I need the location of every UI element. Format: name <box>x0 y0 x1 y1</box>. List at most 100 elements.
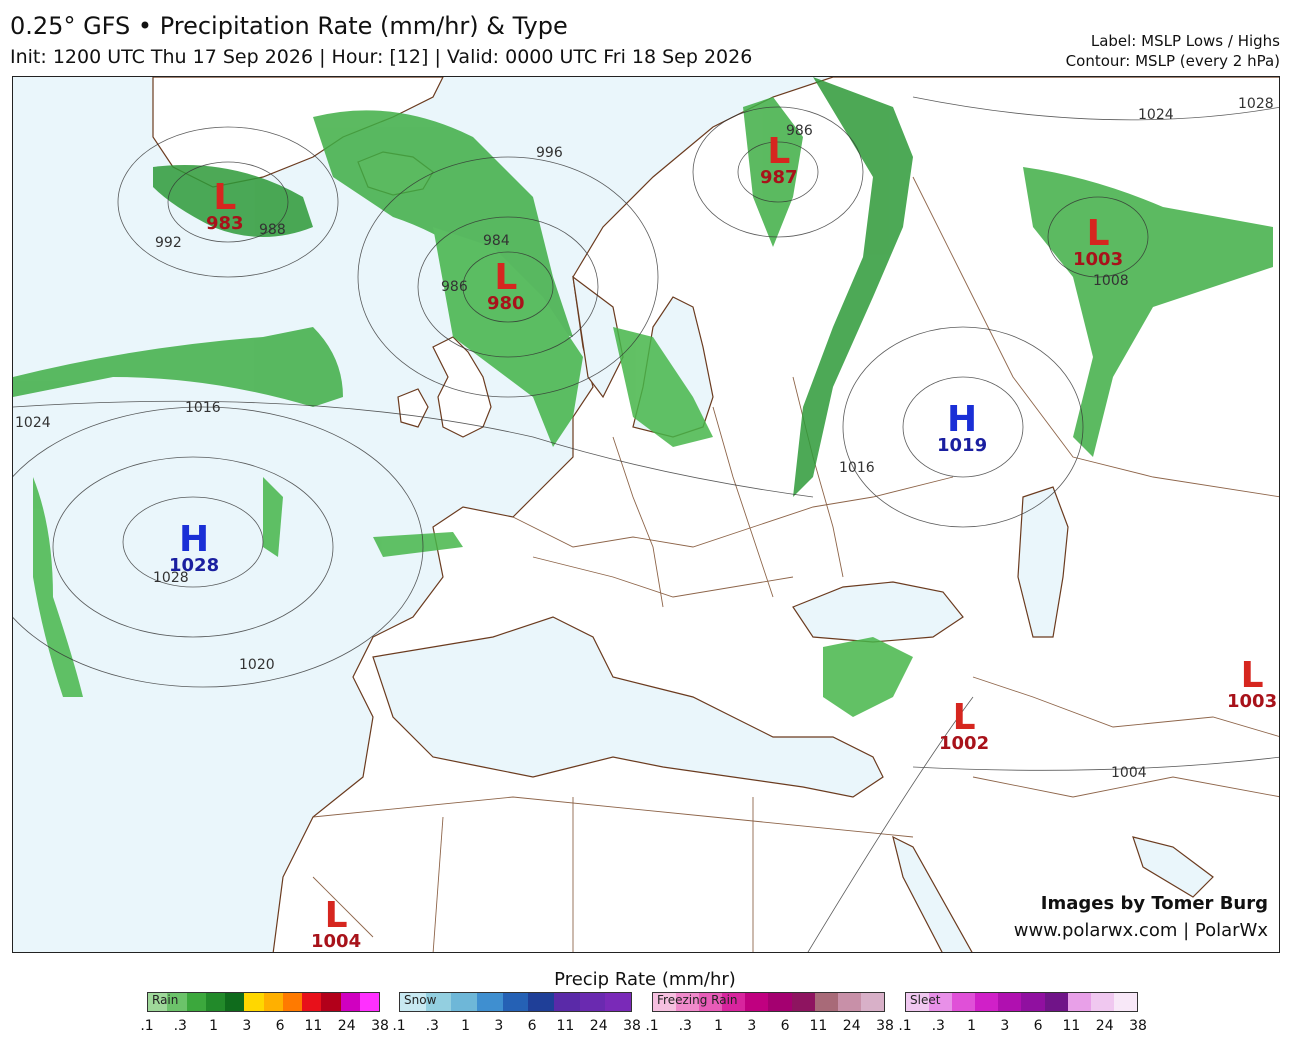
isobar-label: 1028 <box>1238 96 1274 112</box>
color-swatch <box>225 993 245 1011</box>
low-pressure-label: L 983 <box>206 177 244 234</box>
pressure-value: 1004 <box>311 931 362 952</box>
scale-tick-label: .3 <box>931 1018 945 1034</box>
color-swatch <box>768 993 792 1011</box>
color-swatch <box>282 993 302 1011</box>
isobars <box>13 96 1279 952</box>
isobar-label: 1004 <box>1111 765 1147 781</box>
scale-tick-label: .1 <box>645 1018 659 1034</box>
high-pressure-label: H 1028 <box>169 519 220 576</box>
contour-note: Contour: MSLP (every 2 hPa) <box>1065 52 1280 70</box>
color-swatch <box>554 993 580 1011</box>
color-swatch <box>263 993 283 1011</box>
color-swatch <box>148 993 168 1011</box>
scale-tick-label: 6 <box>1033 1018 1043 1034</box>
color-swatch <box>998 993 1022 1011</box>
low-pressure-label: L 1003 <box>1073 213 1123 269</box>
scale-ticks: .1 .3 1 3 6 11 24 38 <box>898 1018 1147 1036</box>
color-swatch <box>837 993 861 1011</box>
low-symbol: L <box>1240 655 1264 696</box>
high-symbol: H <box>178 519 210 560</box>
color-swatch <box>502 993 529 1011</box>
color-swatch <box>528 993 555 1011</box>
color-swatch <box>1021 993 1045 1011</box>
low-pressure-label: L 980 <box>487 257 525 313</box>
color-scale-rain: Rain <box>147 992 380 1012</box>
color-swatch <box>477 993 503 1011</box>
low-symbol: L <box>494 257 518 298</box>
pressure-value: 1003 <box>1227 691 1278 712</box>
color-swatch <box>1113 993 1137 1011</box>
scale-ticks: .1 .3 1 3 6 11 24 38 <box>645 1018 894 1036</box>
isobar-label: 1024 <box>1138 107 1174 123</box>
scale-tick-label: 3 <box>242 1018 252 1034</box>
scale-tick-label: 1 <box>209 1018 219 1034</box>
isobar-label: 986 <box>786 123 813 139</box>
scale-tick-label: 38 <box>1129 1018 1147 1034</box>
scale-tick-label: 6 <box>780 1018 790 1034</box>
isobar-label: 992 <box>155 235 182 251</box>
scale-type-label: Snow <box>404 993 437 1007</box>
color-swatch <box>1044 993 1068 1011</box>
isobar-label: 1028 <box>153 570 189 586</box>
low-symbol: L <box>213 177 237 218</box>
high-symbol: H <box>946 399 978 440</box>
color-swatch <box>929 993 953 1011</box>
color-swatch <box>1067 993 1091 1011</box>
scale-type-label: Freezing Rain <box>657 993 738 1007</box>
scale-tick-label: 11 <box>556 1018 575 1034</box>
pressure-value: 987 <box>760 167 798 188</box>
map-title: 0.25° GFS • Precipitation Rate (mm/hr) &… <box>10 12 568 40</box>
scale-tick-label: 3 <box>494 1018 504 1034</box>
low-symbol: L <box>767 131 791 172</box>
pressure-value: 1002 <box>939 733 990 754</box>
isobar-label: 1016 <box>839 460 875 476</box>
weather-map: 992 988 984 986 996 1016 1024 1028 1020 … <box>12 76 1280 953</box>
color-swatch <box>814 993 838 1011</box>
color-swatch <box>699 993 723 1011</box>
scale-ticks: .1 .3 1 3 6 11 24 38 <box>140 1018 389 1036</box>
map-subtitle: Init: 1200 UTC Thu 17 Sep 2026 | Hour: [… <box>10 46 753 68</box>
scale-tick-label: 24 <box>1095 1018 1114 1034</box>
scale-tick-label: 1 <box>461 1018 471 1034</box>
scale-tick-label: 24 <box>589 1018 608 1034</box>
scale-tick-label: .3 <box>173 1018 187 1034</box>
color-swatch <box>167 993 187 1011</box>
scale-tick-label: .3 <box>425 1018 439 1034</box>
low-symbol: L <box>324 895 348 936</box>
scale-tick-label: 38 <box>876 1018 894 1034</box>
color-swatch <box>451 993 478 1011</box>
color-swatch <box>205 993 225 1011</box>
isobar-label: 984 <box>483 233 510 249</box>
credit-author: Images by Tomer Burg <box>1040 893 1268 914</box>
scale-tick-label: 38 <box>371 1018 389 1034</box>
low-symbol: L <box>952 697 976 738</box>
map-graphics: 992 988 984 986 996 1016 1024 1028 1020 … <box>13 77 1279 952</box>
precipitation-rain <box>13 77 1273 717</box>
country-borders <box>312 176 1279 952</box>
isobar-label: 1016 <box>185 400 221 416</box>
pressure-value: 1028 <box>169 555 220 576</box>
color-swatch <box>244 993 264 1011</box>
color-swatch <box>425 993 452 1011</box>
isobar-label: 988 <box>259 222 286 238</box>
color-swatch <box>676 993 700 1011</box>
color-swatch <box>745 993 769 1011</box>
label-note: Label: MSLP Lows / Highs <box>1090 32 1280 50</box>
color-swatch <box>579 993 606 1011</box>
scale-tick-label: 11 <box>304 1018 323 1034</box>
color-swatch <box>1090 993 1114 1011</box>
low-symbol: L <box>1086 213 1110 254</box>
isobar-label-group: 992 988 984 986 996 1016 1024 1028 1020 … <box>15 96 1274 781</box>
color-swatch <box>906 993 930 1011</box>
high-pressure-label: H 1019 <box>937 399 987 455</box>
scale-tick-label: 24 <box>337 1018 356 1034</box>
scale-tick-label: 3 <box>1000 1018 1010 1034</box>
scale-tick-label: .3 <box>678 1018 692 1034</box>
scale-tick-label: 11 <box>809 1018 828 1034</box>
low-pressure-label: L 987 <box>760 131 798 188</box>
pressure-value: 983 <box>206 213 244 234</box>
color-swatch <box>975 993 999 1011</box>
isobar-label: 1008 <box>1093 273 1129 289</box>
low-pressure-label: L 1003 <box>1227 655 1278 712</box>
